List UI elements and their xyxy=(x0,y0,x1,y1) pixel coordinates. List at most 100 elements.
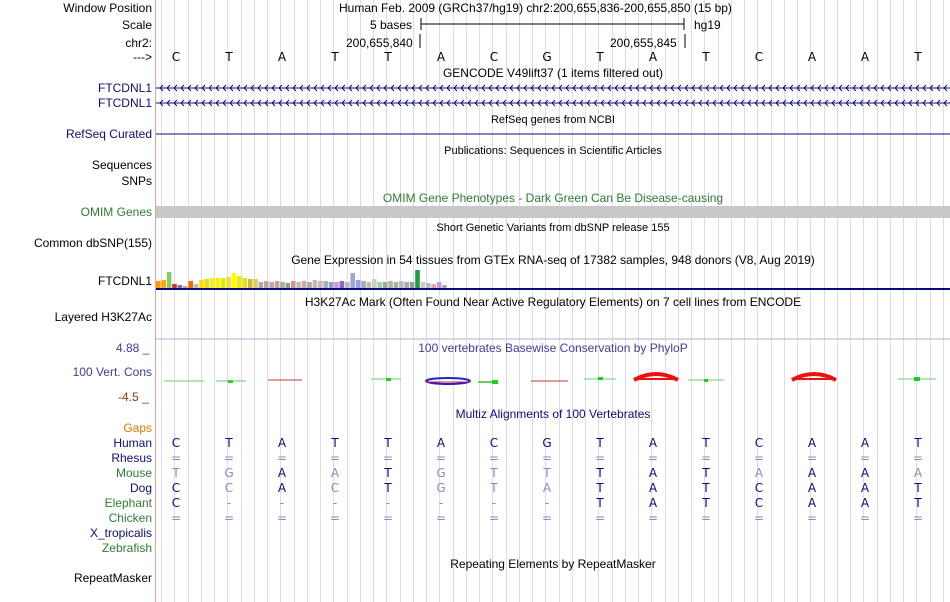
strand-chevron xyxy=(299,84,304,92)
gtex-tissue-bar[interactable] xyxy=(156,281,161,288)
gtex-tissue-bar[interactable] xyxy=(404,282,409,288)
gtex-tissue-bar[interactable] xyxy=(204,279,210,288)
gtex-gene-label[interactable]: FTCDNL1 xyxy=(97,274,152,288)
publications-title[interactable]: Publications: Sequences in Scientific Ar… xyxy=(444,145,662,157)
h3k27ac-label[interactable]: Layered H3K27Ac xyxy=(54,310,152,324)
base-letter: A xyxy=(277,50,287,64)
gtex-tissue-bar[interactable] xyxy=(199,280,204,288)
gtex-tissue-bar[interactable] xyxy=(258,282,264,288)
gtex-tissue-bar[interactable] xyxy=(399,281,404,288)
species-label[interactable]: Human xyxy=(113,436,152,450)
gtex-tissue-bar[interactable] xyxy=(361,281,366,288)
gtex-tissue-bar[interactable] xyxy=(274,281,280,288)
refseq-title[interactable]: RefSeq genes from NCBI xyxy=(490,114,616,126)
h3k27ac-title[interactable]: H3K27Ac Mark (Often Found Near Active Re… xyxy=(304,295,802,309)
omim-label[interactable]: OMIM Genes xyxy=(80,205,152,219)
gtex-expression-bars[interactable] xyxy=(156,268,950,292)
gtex-tissue-bar[interactable] xyxy=(291,281,296,288)
gtex-tissue-bar[interactable] xyxy=(242,278,247,288)
gtex-tissue-bar[interactable] xyxy=(393,282,399,288)
gtex-tissue-bar[interactable] xyxy=(382,282,388,288)
gtex-tissue-bar[interactable] xyxy=(253,279,258,288)
phylop-conservation-track[interactable] xyxy=(156,370,950,390)
gtex-tissue-bar[interactable] xyxy=(426,283,431,288)
strand-chevron xyxy=(208,99,213,107)
gtex-tissue-bar[interactable] xyxy=(280,282,285,288)
strand-chevron xyxy=(229,84,234,92)
gencode-transcript-label-2[interactable]: FTCDNL1 xyxy=(97,96,152,110)
gtex-tissue-bar[interactable] xyxy=(188,281,193,288)
repeatmasker-label[interactable]: RepeatMasker xyxy=(73,571,152,585)
gtex-tissue-bar[interactable] xyxy=(350,273,355,288)
gtex-tissue-bar[interactable] xyxy=(193,284,199,288)
multiz-title[interactable]: Multiz Alignments of 100 Vertebrates xyxy=(455,407,651,421)
gtex-tissue-bar[interactable] xyxy=(210,278,215,288)
gtex-tissue-bar[interactable] xyxy=(226,277,231,288)
gtex-tissue-bar[interactable] xyxy=(177,285,183,288)
strand-chevron xyxy=(285,84,290,92)
strand-chevron xyxy=(621,84,626,92)
phylop-title[interactable]: 100 vertebrates Basewise Conservation by… xyxy=(418,341,688,355)
omim-title[interactable]: OMIM Gene Phenotypes - Dark Green Can Be… xyxy=(382,191,724,205)
gtex-tissue-bar[interactable] xyxy=(323,281,328,288)
gaps-label[interactable]: Gaps xyxy=(123,421,152,435)
repeatmasker-title[interactable]: Repeating Elements by RepeatMasker xyxy=(450,557,656,571)
alignment-base: = xyxy=(170,451,182,465)
gtex-tissue-bar[interactable] xyxy=(220,278,226,288)
alignment-base: A xyxy=(807,466,817,480)
gencode-transcripts-track[interactable] xyxy=(156,82,950,112)
dbsnp-title[interactable]: Short Genetic Variants from dbSNP releas… xyxy=(436,222,670,234)
species-label[interactable]: Chicken xyxy=(108,511,152,525)
gencode-transcript-label-1[interactable]: FTCDNL1 xyxy=(97,81,152,95)
gtex-tissue-bar[interactable] xyxy=(415,270,420,288)
species-label[interactable]: Dog xyxy=(129,481,152,495)
gtex-tissue-bar[interactable] xyxy=(442,285,447,288)
gtex-tissue-bar[interactable] xyxy=(339,281,345,288)
gtex-tissue-bar[interactable] xyxy=(161,280,166,288)
phylop-label[interactable]: 100 Vert. Cons xyxy=(72,365,152,379)
refseq-gene-line[interactable] xyxy=(156,133,950,135)
gtex-tissue-bar[interactable] xyxy=(366,282,372,288)
gtex-tissue-bar[interactable] xyxy=(183,286,188,288)
gtex-tissue-bar[interactable] xyxy=(301,281,307,288)
gtex-tissue-bar[interactable] xyxy=(172,284,177,288)
grid-line xyxy=(306,0,308,602)
snps-label[interactable]: SNPs xyxy=(121,174,152,188)
gtex-tissue-bar[interactable] xyxy=(334,282,339,288)
species-label[interactable]: Mouse xyxy=(115,466,152,480)
gtex-tissue-bar[interactable] xyxy=(355,280,361,288)
species-label[interactable]: X_tropicalis xyxy=(89,526,152,540)
refseq-label[interactable]: RefSeq Curated xyxy=(65,127,152,141)
gtex-tissue-bar[interactable] xyxy=(377,282,382,288)
gtex-tissue-bar[interactable] xyxy=(328,282,334,288)
gtex-tissue-bar[interactable] xyxy=(409,282,415,288)
sequences-label[interactable]: Sequences xyxy=(91,158,152,172)
gtex-tissue-bar[interactable] xyxy=(420,282,426,288)
gtex-tissue-bar[interactable] xyxy=(296,282,301,288)
gencode-title[interactable]: GENCODE V49lift37 (1 items filtered out) xyxy=(442,66,664,80)
gtex-tissue-bar[interactable] xyxy=(231,273,237,288)
gtex-tissue-bar[interactable] xyxy=(372,279,377,288)
gtex-tissue-bar[interactable] xyxy=(312,280,318,288)
alignment-base: A xyxy=(648,496,658,510)
gtex-title[interactable]: Gene Expression in 54 tissues from GTEx … xyxy=(291,253,815,267)
gtex-tissue-bar[interactable] xyxy=(318,281,323,288)
gtex-tissue-bar[interactable] xyxy=(307,282,312,288)
gtex-tissue-bar[interactable] xyxy=(431,284,436,288)
species-label[interactable]: Zebrafish xyxy=(101,541,152,555)
gtex-tissue-bar[interactable] xyxy=(269,282,274,288)
species-label[interactable]: Rhesus xyxy=(111,451,152,465)
gtex-tissue-bar[interactable] xyxy=(166,272,172,288)
gtex-tissue-bar[interactable] xyxy=(436,282,442,288)
gtex-tissue-bar[interactable] xyxy=(388,281,393,288)
gtex-tissue-bar[interactable] xyxy=(285,283,291,288)
gtex-tissue-bar[interactable] xyxy=(215,278,220,288)
omim-phenotype-bar[interactable] xyxy=(156,206,950,218)
gtex-tissue-bar[interactable] xyxy=(237,276,242,288)
gtex-tissue-bar[interactable] xyxy=(345,282,350,288)
strand-chevron xyxy=(390,99,395,107)
common-dbsnp-label[interactable]: Common dbSNP(155) xyxy=(33,236,152,250)
gtex-tissue-bar[interactable] xyxy=(247,279,253,288)
gtex-tissue-bar[interactable] xyxy=(264,281,269,288)
species-label[interactable]: Elephant xyxy=(104,496,152,510)
